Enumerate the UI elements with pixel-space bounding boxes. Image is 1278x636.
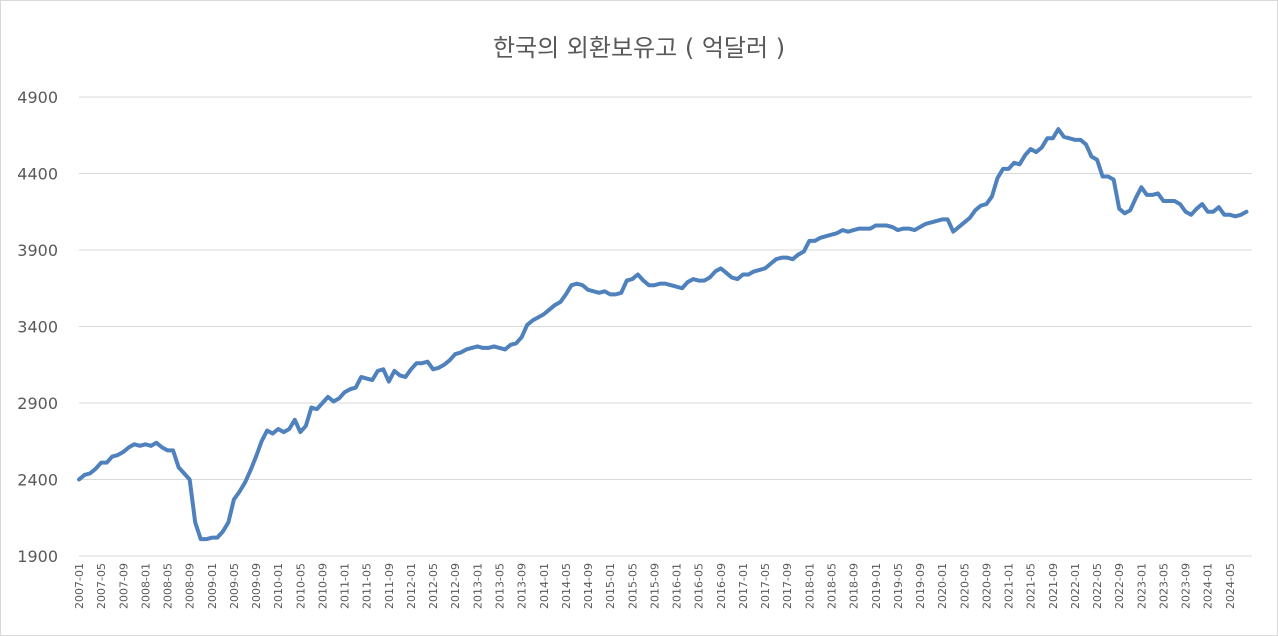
x-tick-label: 2012-05 (427, 563, 440, 609)
x-tick-label: 2009-01 (206, 563, 219, 609)
x-tick-label: 2021-01 (1003, 563, 1016, 609)
y-tick-label: 4400 (17, 165, 58, 184)
x-tick-label: 2018-01 (803, 563, 816, 609)
chart-title: 한국의 외환보유고 ( 억달러 ) (492, 34, 786, 62)
y-tick-label: 4900 (17, 88, 58, 107)
x-tick-label: 2016-01 (671, 563, 684, 609)
x-tick-label: 2022-09 (1113, 563, 1126, 609)
x-tick-label: 2007-01 (73, 563, 86, 609)
x-tick-label: 2016-05 (693, 563, 706, 609)
x-tick-label: 2014-01 (538, 563, 551, 609)
x-tick-label: 2007-09 (117, 563, 130, 609)
x-tick-label: 2013-01 (471, 563, 484, 609)
x-tick-label: 2008-05 (162, 563, 175, 609)
x-tick-label: 2010-09 (316, 563, 329, 609)
y-tick-label: 3400 (17, 318, 58, 337)
x-tick-label: 2008-01 (139, 563, 152, 609)
x-tick-label: 2020-01 (936, 563, 949, 609)
x-tick-label: 2013-05 (494, 563, 507, 609)
x-tick-label: 2016-09 (715, 563, 728, 609)
x-tick-label: 2011-01 (339, 563, 352, 609)
x-tick-label: 2011-05 (361, 563, 374, 609)
gridlines (79, 96, 1252, 557)
x-tick-label: 2022-05 (1091, 563, 1104, 609)
x-tick-label: 2015-05 (626, 563, 639, 609)
x-tick-label: 2014-09 (582, 563, 595, 609)
x-tick-label: 2017-05 (759, 563, 772, 609)
x-tick-label: 2011-09 (383, 563, 396, 609)
x-tick-label: 2015-09 (648, 563, 661, 609)
x-tick-label: 2009-09 (250, 563, 263, 609)
y-axis-tick-labels: 1900 2400 2900 3400 3900 4400 4900 (17, 88, 58, 566)
x-tick-label: 2012-09 (449, 563, 462, 609)
x-tick-label: 2019-05 (892, 563, 905, 609)
x-tick-label: 2009-05 (228, 563, 241, 609)
y-tick-label: 3900 (17, 241, 58, 260)
x-tick-label: 2022-01 (1069, 563, 1082, 609)
x-tick-label: 2010-05 (294, 563, 307, 609)
x-tick-label: 2018-09 (848, 563, 861, 609)
x-tick-label: 2020-05 (958, 563, 971, 609)
x-tick-label: 2024-05 (1224, 563, 1237, 609)
x-tick-label: 2018-05 (825, 563, 838, 609)
x-tick-label: 2007-05 (95, 563, 108, 609)
series-layer (77, 127, 1249, 542)
x-tick-label: 2017-09 (781, 563, 794, 609)
y-tick-label: 2900 (17, 394, 58, 413)
x-tick-label: 2019-01 (870, 563, 883, 609)
x-tick-label: 2024-01 (1202, 563, 1215, 609)
x-tick-label: 2014-05 (560, 563, 573, 609)
x-axis-tick-labels: 2007-01 2007-05 2007-09 2008-01 2008-05 2008-… (73, 563, 1237, 609)
x-tick-label: 2012-01 (405, 563, 418, 609)
x-tick-label: 2023-05 (1157, 563, 1170, 609)
x-tick-label: 2020-09 (980, 563, 993, 609)
x-tick-label: 2021-09 (1047, 563, 1060, 609)
series-line (77, 127, 1249, 542)
y-tick-label: 1900 (17, 547, 58, 566)
x-tick-label: 2010-01 (272, 563, 285, 609)
x-tick-label: 2013-09 (516, 563, 529, 609)
x-tick-label: 2021-05 (1025, 563, 1038, 609)
x-tick-label: 2008-09 (184, 563, 197, 609)
x-tick-label: 2023-09 (1180, 563, 1193, 609)
x-tick-label: 2017-01 (737, 563, 750, 609)
y-tick-label: 2400 (17, 471, 58, 490)
x-tick-label: 2019-09 (914, 563, 927, 609)
x-tick-label: 2023-01 (1135, 563, 1148, 609)
x-tick-label: 2015-01 (604, 563, 617, 609)
